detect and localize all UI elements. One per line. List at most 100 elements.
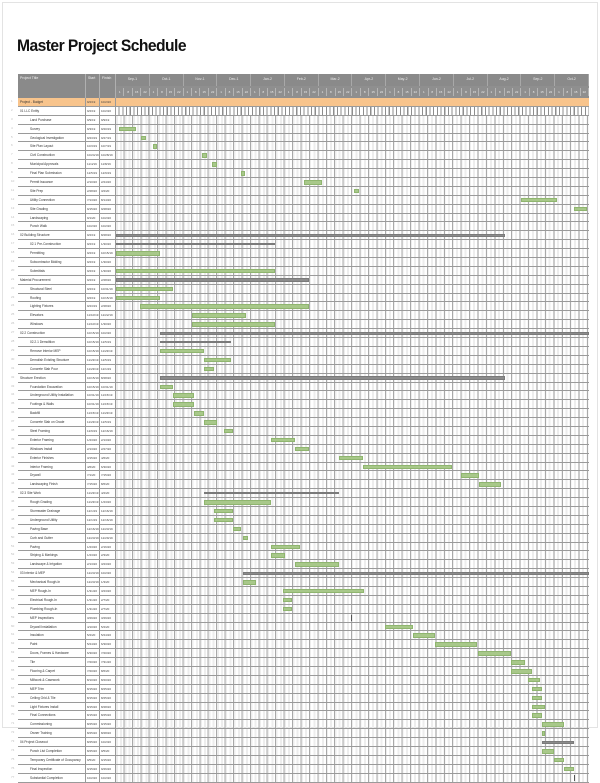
start-date[interactable]: 9/2/19 [86, 249, 100, 258]
task-bar[interactable] [541, 731, 546, 736]
start-date[interactable]: 9/2/19 [86, 293, 100, 302]
task-bar[interactable] [460, 473, 480, 478]
finish-date[interactable]: 8/25/20 [100, 693, 116, 702]
task-bar[interactable] [511, 660, 525, 665]
task-name[interactable]: 04 Project Closeout [18, 738, 86, 747]
table-row[interactable]: 28 02.2.1 Demolition 10/15/19 12/5/19 [11, 338, 589, 347]
start-date[interactable]: 7/13/20 [86, 195, 100, 204]
task-name[interactable]: Concrete Slab on Grade [18, 418, 86, 426]
table-row[interactable]: 58 Plumbing Rough-In 1/31/20 2/7/20 [11, 604, 589, 614]
finish-date[interactable]: 10/2/20 [100, 222, 116, 231]
finish-date[interactable]: 9/5/20 [100, 747, 116, 755]
start-date[interactable]: 9/1/20 [86, 213, 100, 222]
start-date[interactable]: 9/2/19 [86, 284, 100, 293]
table-row[interactable]: 17 02.1 Pre-Construction 9/2/19 1/30/20 [11, 240, 589, 250]
task-bar[interactable] [242, 535, 248, 541]
task-bar[interactable] [541, 722, 564, 727]
finish-date[interactable]: 10/2/20 [100, 569, 116, 578]
table-row[interactable]: 40 Windows Install 2/13/20 2/27/20 [11, 444, 589, 454]
finish-date[interactable]: 8/6/20 [100, 480, 116, 489]
finish-date[interactable]: 9/20/19 [100, 124, 116, 133]
task-name[interactable]: Ceiling Grid & Tile [18, 693, 86, 702]
start-date[interactable]: 9/2/19 [86, 275, 100, 284]
finish-date[interactable]: 10/31/19 [100, 382, 116, 391]
table-row[interactable]: 34 Underground Utility Installation 10/31/… [11, 391, 589, 401]
task-name[interactable]: Insulation [18, 631, 86, 640]
table-row[interactable]: 19 Subcontractor Bidding 9/2/19 1/30/20 [11, 258, 589, 267]
task-bar[interactable] [116, 295, 160, 301]
task-bar[interactable] [553, 757, 564, 763]
finish-date[interactable]: 3/29/20 [100, 613, 116, 622]
start-date[interactable]: 8/25/20 [86, 747, 100, 755]
finish-date[interactable]: 11/23/19 [100, 346, 116, 355]
task-name[interactable]: Geological Investigation [18, 133, 86, 142]
task-name[interactable]: MEP Inspections [18, 613, 86, 622]
start-date[interactable]: 2/13/20 [86, 444, 100, 453]
start-date[interactable]: 8/25/20 [86, 720, 100, 729]
table-row[interactable]: 25 Elevators 11/10/19 12/22/19 [11, 311, 589, 321]
finish-date[interactable]: 8/28/20 [100, 729, 116, 738]
task-name[interactable]: 02 Building Structure [18, 231, 86, 240]
task-bar[interactable] [173, 402, 194, 407]
finish-date[interactable]: 5/24/20 [100, 631, 116, 640]
table-row[interactable]: 48 Underground Utility 12/1/19 12/16/19 [11, 515, 589, 525]
milestone-marker[interactable] [573, 774, 575, 781]
task-name[interactable]: Project - Budget [18, 98, 86, 106]
table-row[interactable]: 38 Steel Framing 12/9/19 12/16/19 [11, 426, 589, 436]
task-bar[interactable] [203, 366, 214, 372]
task-bar[interactable] [241, 171, 246, 176]
task-name[interactable]: Punch List Completion [18, 747, 86, 755]
table-row[interactable]: 75 Temporary Certificate of Occupancy 9/5/… [11, 755, 589, 765]
start-date[interactable]: 9/2/19 [86, 231, 100, 240]
finish-date[interactable]: 7/31/20 [100, 658, 116, 666]
table-row[interactable]: 52 Striping & Markings 1/23/20 2/3/20 [11, 551, 589, 561]
task-bar[interactable] [213, 517, 233, 523]
task-bar[interactable] [479, 482, 502, 487]
finish-date[interactable]: 1/30/20 [100, 240, 116, 249]
task-name[interactable]: 02.1 Pre-Construction [18, 240, 86, 249]
task-bar[interactable] [384, 624, 414, 630]
task-bar[interactable] [193, 411, 204, 416]
task-name[interactable]: Paint [18, 640, 86, 649]
summary-bar[interactable] [159, 341, 231, 344]
finish-date[interactable]: 11/15/19 [100, 391, 116, 400]
table-row[interactable]: 56 MEP Rough-In 1/31/20 3/23/20 [11, 586, 589, 596]
task-bar[interactable] [531, 713, 542, 718]
start-date[interactable]: 7/1/20 [86, 471, 100, 480]
finish-date[interactable]: 10/2/20 [100, 329, 116, 338]
table-row[interactable]: 64 Tile 7/20/20 7/31/20 [11, 658, 589, 667]
finish-date[interactable]: 8/6/20 [100, 667, 116, 675]
task-name[interactable]: 02.2.1 Demolition [18, 338, 86, 346]
finish-date[interactable]: 9/9/19 [100, 115, 116, 124]
start-date[interactable]: 11/10/19 [87, 311, 100, 320]
task-bar[interactable] [528, 677, 540, 683]
start-date[interactable]: 2/28/20 [86, 186, 100, 195]
table-row[interactable]: 47 Stormwater Drainage 12/1/19 12/16/19 [11, 506, 589, 516]
table-row[interactable]: 46 Rough Grading 11/23/19 1/23/20 [11, 498, 589, 507]
table-row[interactable]: 37 Concrete Slab on Grade 11/23/19 12/5/19 [11, 418, 589, 427]
start-date[interactable]: 4/10/20 [86, 622, 100, 631]
finish-date[interactable]: 6/30/20 [100, 640, 116, 649]
finish-date[interactable]: 10/31/19 [100, 284, 116, 293]
finish-date[interactable]: 2/7/20 [100, 595, 116, 604]
table-row[interactable]: 24 Lighting Fixtures 9/23/19 2/28/20 [11, 302, 589, 312]
task-bar[interactable] [202, 153, 208, 158]
start-date[interactable]: 8/15/20 [86, 711, 100, 720]
table-row[interactable]: 53 Landscape & Irrigation 2/13/20 3/23/20 [11, 560, 589, 570]
finish-date[interactable]: 3/23/20 [100, 560, 116, 569]
start-date[interactable]: 10/31/19 [87, 391, 100, 400]
start-date[interactable]: 8/15/20 [86, 684, 100, 693]
start-date[interactable]: 1/23/20 [86, 435, 100, 444]
task-bar[interactable] [413, 633, 436, 638]
start-date[interactable]: 11/23/19 [87, 498, 100, 506]
start-date[interactable]: 3/15/20 [86, 453, 100, 462]
task-name[interactable]: Paving Base [18, 524, 86, 533]
finish-date[interactable]: 12/1/19 [100, 364, 116, 373]
task-name[interactable]: Drywall [18, 471, 86, 480]
table-row[interactable]: 70 Final Connections 8/15/20 8/25/20 [11, 711, 589, 721]
table-row[interactable]: 3 Land Purchase 9/9/19 9/9/19 [11, 115, 589, 125]
table-row[interactable]: 29 Remove Interior MEP 10/15/19 11/23/19 [11, 346, 589, 356]
task-bar[interactable] [153, 144, 157, 149]
table-row[interactable]: 65 Flooring & Carpet 7/20/20 8/6/20 [11, 667, 589, 676]
start-date[interactable]: 9/15/20 [86, 204, 100, 213]
